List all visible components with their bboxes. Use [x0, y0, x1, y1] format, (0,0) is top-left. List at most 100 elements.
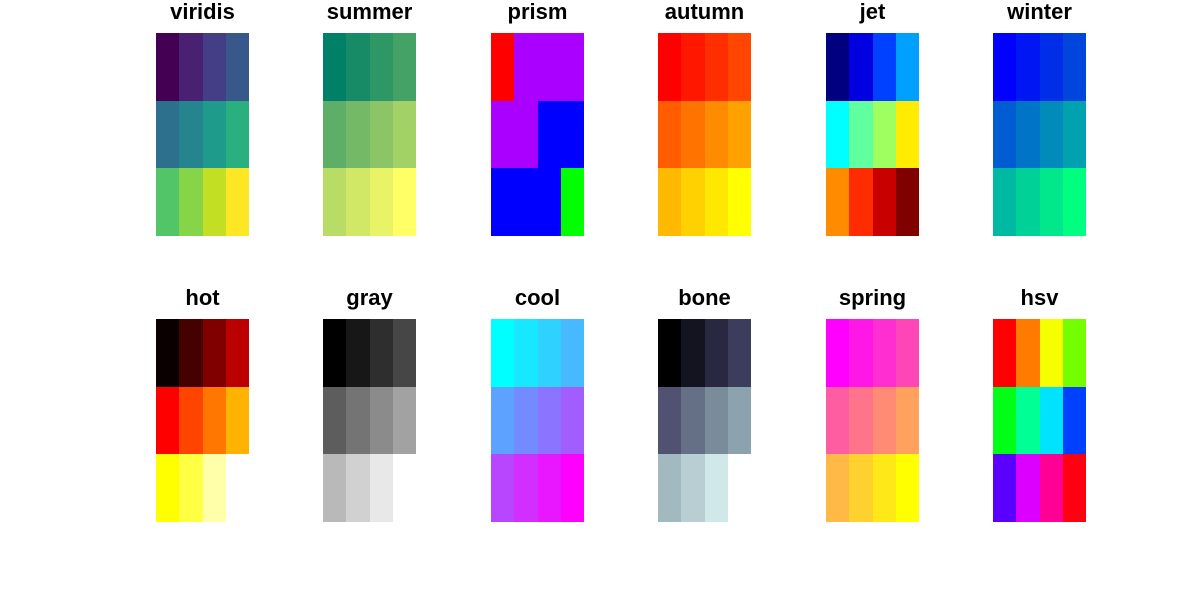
colormap-cell [1040, 101, 1063, 168]
colormap-cell [658, 168, 681, 236]
colormap-cell [156, 387, 179, 454]
colormap-cell [873, 101, 896, 168]
colormap-grid [323, 319, 416, 522]
colormap-cell [538, 33, 561, 101]
colormap-cell [993, 454, 1016, 522]
colormap-panel-hsv: hsv [993, 286, 1086, 522]
colormap-grid [491, 33, 584, 236]
colormap-grid [156, 319, 249, 522]
colormap-cell [538, 101, 561, 168]
colormap-cell [538, 454, 561, 522]
colormap-cell [658, 454, 681, 522]
colormap-cell [156, 168, 179, 236]
colormap-cell [156, 101, 179, 168]
colormap-cell [705, 33, 728, 101]
colormap-cell [1016, 319, 1040, 387]
colormap-cell [514, 33, 538, 101]
colormap-cell [323, 33, 346, 101]
colormap-cell [849, 319, 873, 387]
colormap-cell [203, 387, 226, 454]
colormap-cell [849, 387, 873, 454]
colormap-cell [896, 33, 919, 101]
colormap-panel-winter: winter [993, 0, 1086, 236]
colormap-cell [1016, 454, 1040, 522]
colormap-cell [491, 319, 514, 387]
colormap-cell [658, 101, 681, 168]
colormap-cell [393, 319, 416, 387]
colormap-grid [993, 33, 1086, 236]
colormap-cell [179, 101, 203, 168]
colormap-cell [179, 319, 203, 387]
colormap-cell [226, 168, 249, 236]
colormap-title: winter [1007, 0, 1072, 24]
colormap-cell [203, 454, 226, 522]
colormap-cell [993, 319, 1016, 387]
colormap-cell [491, 168, 514, 236]
colormap-cell [370, 319, 393, 387]
colormap-cell [873, 454, 896, 522]
colormap-cell [323, 454, 346, 522]
colormap-cell [179, 168, 203, 236]
colormap-grid [658, 319, 751, 522]
colormap-panel-gray: gray [323, 286, 416, 522]
colormap-grid [826, 319, 919, 522]
colormap-cell [346, 387, 370, 454]
colormap-cell [728, 168, 751, 236]
colormap-cell [705, 454, 728, 522]
colormap-grid [658, 33, 751, 236]
colormap-cell [203, 101, 226, 168]
colormap-cell [346, 101, 370, 168]
colormap-cell [514, 387, 538, 454]
colormap-cell [370, 168, 393, 236]
colormap-cell [993, 168, 1016, 236]
colormap-cell [156, 319, 179, 387]
colormap-cell [1063, 33, 1086, 101]
colormap-cell [491, 454, 514, 522]
colormap-title: bone [678, 285, 731, 310]
colormap-title: viridis [170, 0, 235, 24]
colormap-cell [1016, 168, 1040, 236]
colormap-cell [681, 319, 705, 387]
colormap-cell [728, 101, 751, 168]
colormap-title: gray [346, 285, 393, 310]
colormap-grid [323, 33, 416, 236]
colormap-cell [1040, 319, 1063, 387]
colormap-cell [203, 168, 226, 236]
colormap-cell [681, 387, 705, 454]
colormap-cell [1016, 387, 1040, 454]
colormap-cell [156, 454, 179, 522]
colormap-grid [826, 33, 919, 236]
colormap-cell [849, 101, 873, 168]
colormap-cell [561, 454, 584, 522]
colormap-cell [681, 454, 705, 522]
colormap-cell [203, 319, 226, 387]
colormap-panel-prism: prism [491, 0, 584, 236]
colormap-cell [896, 319, 919, 387]
colormap-cell [393, 454, 416, 522]
colormap-cell [226, 454, 249, 522]
colormap-title: cool [514, 285, 561, 310]
colormap-cell [681, 33, 705, 101]
colormap-cell [896, 387, 919, 454]
colormap-cell [658, 33, 681, 101]
colormap-cell [346, 33, 370, 101]
colormap-cell [226, 319, 249, 387]
colormap-panel-hot: hot [156, 286, 249, 522]
colormap-cell [1040, 387, 1063, 454]
colormap-cell [179, 454, 203, 522]
colormap-cell [896, 168, 919, 236]
colormap-cell [538, 319, 561, 387]
colormap-cell [873, 319, 896, 387]
colormap-cell [658, 387, 681, 454]
colormap-cell [226, 101, 249, 168]
colormap-cell [896, 101, 919, 168]
colormap-cell [393, 101, 416, 168]
colormap-cell [393, 387, 416, 454]
colormap-title: autumn [664, 0, 745, 24]
colormap-cell [1063, 387, 1086, 454]
colormap-cell [323, 319, 346, 387]
colormap-cell [705, 101, 728, 168]
colormap-cell [370, 33, 393, 101]
colormap-cell [346, 168, 370, 236]
